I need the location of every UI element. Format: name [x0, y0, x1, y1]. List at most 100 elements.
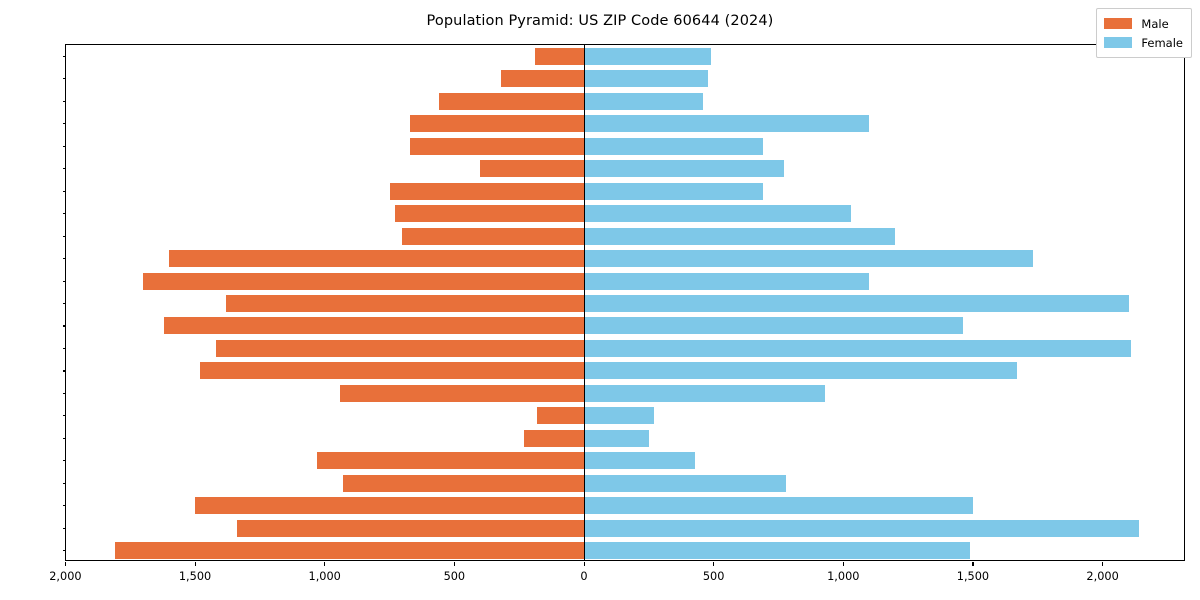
- bar-row: [66, 205, 1184, 223]
- bar-male-65-66[interactable]: [480, 160, 584, 178]
- bar-male-5-9[interactable]: [236, 519, 584, 537]
- x-tick-label: 2,000: [49, 570, 82, 583]
- x-tick-label: 1,500: [178, 570, 212, 583]
- x-tick-mark: [64, 562, 66, 566]
- x-tick-label: 1,500: [956, 570, 990, 583]
- bar-male-10-14[interactable]: [195, 497, 584, 515]
- y-tick-mark: [62, 325, 66, 327]
- bar-female-5-9[interactable]: [584, 519, 1139, 537]
- bar-male-45-49[interactable]: [143, 272, 584, 290]
- bar-male-80-84[interactable]: [501, 70, 584, 88]
- x-tick-label: 500: [702, 570, 725, 583]
- x-tick-label: 0: [580, 570, 588, 583]
- bar-row: [66, 295, 1184, 312]
- bar-female-15-17[interactable]: [584, 474, 787, 492]
- bar-row: [66, 542, 1184, 560]
- x-tick-mark: [194, 562, 196, 566]
- bar-male-85-[interactable]: [534, 47, 584, 65]
- bar-female-under-5[interactable]: [584, 542, 971, 560]
- y-tick-mark: [62, 505, 66, 507]
- bar-male-15-17[interactable]: [342, 474, 584, 492]
- bar-female-40-44[interactable]: [584, 295, 1129, 312]
- bar-row: [66, 407, 1184, 425]
- bar-male-55-59[interactable]: [402, 227, 584, 245]
- legend-item-male[interactable]: Male: [1104, 14, 1183, 33]
- bar-female-30-34[interactable]: [584, 339, 1132, 357]
- bar-female-18-19[interactable]: [584, 452, 696, 470]
- bar-female-10-14[interactable]: [584, 497, 973, 515]
- y-tick-mark: [62, 235, 66, 237]
- y-tick-mark: [62, 303, 66, 305]
- bar-female-55-59[interactable]: [584, 227, 896, 245]
- bar-male-22-24[interactable]: [340, 384, 584, 402]
- chart-title: Population Pyramid: US ZIP Code 60644 (2…: [426, 13, 774, 29]
- bar-row: [66, 519, 1184, 537]
- bar-row: [66, 474, 1184, 492]
- y-tick-mark: [62, 527, 66, 529]
- center-axis-line: [584, 45, 586, 560]
- bar-male-under-5[interactable]: [114, 542, 584, 560]
- plot-area: 85+80-8475-7970-7467-6965-6662-6460-6155…: [49, 44, 1185, 583]
- y-tick-mark: [62, 347, 66, 350]
- bar-male-18-19[interactable]: [316, 452, 584, 470]
- x-tick-mark: [453, 562, 455, 566]
- bar-female-45-49[interactable]: [584, 272, 870, 290]
- bar-male-50-54[interactable]: [169, 250, 584, 268]
- x-tick-mark: [1102, 562, 1104, 566]
- bar-male-25-29[interactable]: [200, 362, 584, 380]
- bar-row: [66, 317, 1184, 335]
- bar-row: [66, 160, 1184, 178]
- x-tick-label: 500: [443, 570, 466, 583]
- bar-female-25-29[interactable]: [584, 362, 1018, 380]
- bar-female-60-61[interactable]: [584, 205, 852, 223]
- bar-male-20[interactable]: [524, 429, 584, 447]
- y-tick-mark: [62, 213, 66, 215]
- x-tick-label: 1,000: [308, 570, 341, 583]
- y-tick-mark: [62, 370, 66, 372]
- bar-female-20[interactable]: [584, 429, 649, 447]
- bar-female-65-66[interactable]: [584, 160, 784, 178]
- bar-male-67-69[interactable]: [410, 137, 584, 155]
- bar-male-40-44[interactable]: [226, 295, 584, 312]
- bar-row: [66, 182, 1184, 200]
- bar-row: [66, 47, 1184, 65]
- bar-female-75-79[interactable]: [584, 92, 704, 110]
- bar-male-60-61[interactable]: [394, 205, 584, 223]
- bar-male-75-79[interactable]: [438, 92, 584, 110]
- bar-female-80-84[interactable]: [584, 70, 709, 88]
- legend-label-female: Female: [1141, 35, 1183, 50]
- bar-row: [66, 429, 1184, 447]
- y-tick-mark: [62, 55, 66, 57]
- bar-female-22-24[interactable]: [584, 384, 826, 402]
- bar-female-85-[interactable]: [584, 47, 712, 65]
- chart-legend: Male Female: [1096, 8, 1192, 58]
- y-tick-mark: [62, 392, 66, 394]
- y-tick-mark: [62, 100, 66, 102]
- x-tick-mark: [842, 562, 844, 566]
- y-tick-mark: [62, 550, 66, 552]
- bar-row: [66, 272, 1184, 290]
- y-tick-mark: [62, 145, 66, 147]
- bar-female-62-64[interactable]: [584, 182, 763, 200]
- bar-row: [66, 227, 1184, 245]
- legend-item-female[interactable]: Female: [1104, 33, 1183, 52]
- bar-male-35-39[interactable]: [163, 317, 584, 335]
- bar-female-67-69[interactable]: [584, 137, 763, 155]
- bar-female-70-74[interactable]: [584, 115, 870, 133]
- bar-male-30-34[interactable]: [215, 339, 584, 357]
- bar-female-50-54[interactable]: [584, 250, 1033, 268]
- bar-male-21[interactable]: [537, 407, 584, 425]
- bar-male-70-74[interactable]: [410, 115, 584, 133]
- y-tick-mark: [62, 190, 66, 192]
- bar-row: [66, 92, 1184, 110]
- x-tick-mark: [972, 562, 974, 566]
- y-tick-mark: [62, 437, 66, 439]
- y-tick-mark: [62, 460, 66, 462]
- bar-row: [66, 452, 1184, 470]
- bar-male-62-64[interactable]: [389, 182, 584, 200]
- bar-row: [66, 250, 1184, 268]
- bar-female-21[interactable]: [584, 407, 654, 425]
- y-tick-mark: [62, 280, 66, 282]
- x-tick-mark: [713, 562, 715, 566]
- bar-female-35-39[interactable]: [584, 317, 963, 335]
